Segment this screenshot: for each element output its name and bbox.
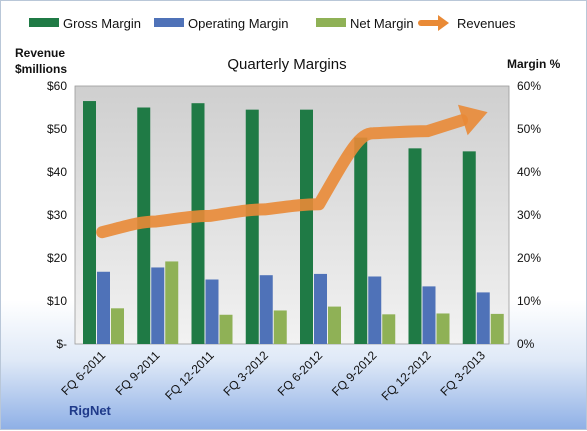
bar-net-margin-2 <box>219 314 233 344</box>
left-axis: $- $10 $20 $30 $40 $50 $60 <box>47 79 67 351</box>
bar-net-margin-7 <box>490 313 504 344</box>
x-tick-label: FQ 12-2011 <box>162 348 217 403</box>
legend-label-gross-margin: Gross Margin <box>63 16 141 31</box>
left-axis-title-line1: Revenue <box>15 46 65 60</box>
x-tick-label: FQ 9-2011 <box>113 348 163 398</box>
bar-gross-margin-7 <box>462 151 476 344</box>
x-tick-label: FQ 6-2011 <box>58 348 108 398</box>
legend-label-operating-margin: Operating Margin <box>188 16 288 31</box>
bar-net-margin-4 <box>328 306 341 344</box>
right-tick-label: 50% <box>517 122 541 136</box>
left-tick-label: $10 <box>47 294 67 308</box>
bar-gross-margin-6 <box>408 148 422 344</box>
legend-swatch-net-margin <box>316 18 346 27</box>
right-tick-label: 10% <box>517 294 541 308</box>
x-tick-label: FQ 3-2012 <box>221 348 272 399</box>
x-axis: FQ 6-2011 FQ 9-2011 FQ 12-2011 FQ 3-2012 FQ … <box>58 348 488 403</box>
legend-label-revenues: Revenues <box>457 16 516 31</box>
bar-operating-margin-0 <box>97 271 110 344</box>
right-tick-label: 0% <box>517 337 535 351</box>
bar-net-margin-0 <box>111 308 124 344</box>
bar-gross-margin-4 <box>300 109 313 345</box>
bar-operating-margin-2 <box>205 279 219 344</box>
right-tick-label: 40% <box>517 165 541 179</box>
bar-operating-margin-1 <box>151 267 165 344</box>
x-tick-label: FQ 3-2013 <box>438 348 489 399</box>
legend-label-net-margin: Net Margin <box>350 16 414 31</box>
x-tick-label: FQ 12-2012 <box>379 348 434 403</box>
bar-net-margin-6 <box>436 313 450 344</box>
bar-gross-margin-0 <box>83 101 96 344</box>
right-axis: 0% 10% 20% 30% 40% 50% 60% <box>517 79 541 351</box>
right-axis-title: Margin % <box>507 57 561 71</box>
right-tick-label: 60% <box>517 79 541 93</box>
revenue-line <box>96 114 469 239</box>
legend: Gross Margin Operating Margin Net Margin Re… <box>29 15 516 31</box>
bar-gross-margin-3 <box>245 109 259 345</box>
right-tick-label: 30% <box>517 208 541 222</box>
legend-swatch-gross-margin <box>29 18 59 27</box>
revenue-line-group <box>96 104 488 239</box>
bar-net-margin-1 <box>165 261 179 344</box>
left-tick-label: $- <box>56 337 67 351</box>
left-tick-label: $20 <box>47 251 67 265</box>
brand-label: RigNet <box>69 403 112 418</box>
revenue-arrowhead <box>457 104 488 136</box>
left-tick-label: $60 <box>47 79 67 93</box>
bar-operating-margin-3 <box>259 275 273 344</box>
legend-arrow-revenues <box>438 15 449 31</box>
left-tick-label: $50 <box>47 122 67 136</box>
bar-gross-margin-5 <box>354 137 368 344</box>
bar-operating-margin-6 <box>422 286 436 344</box>
x-tick-label: FQ 9-2012 <box>329 348 380 399</box>
bar-net-margin-3 <box>273 310 287 344</box>
bar-gross-margin-2 <box>191 103 205 344</box>
bar-operating-margin-4 <box>314 273 327 344</box>
chart-title: Quarterly Margins <box>227 56 346 73</box>
right-tick-label: 20% <box>517 251 541 265</box>
left-tick-label: $40 <box>47 165 67 179</box>
bar-operating-margin-5 <box>368 276 382 344</box>
left-tick-label: $30 <box>47 208 67 222</box>
bar-net-margin-5 <box>382 314 396 344</box>
bars-group <box>83 101 504 345</box>
x-tick-label: FQ 6-2012 <box>275 348 326 399</box>
bar-operating-margin-7 <box>476 292 490 344</box>
left-axis-title-line2: $millions <box>15 62 67 76</box>
legend-swatch-operating-margin <box>154 18 184 27</box>
